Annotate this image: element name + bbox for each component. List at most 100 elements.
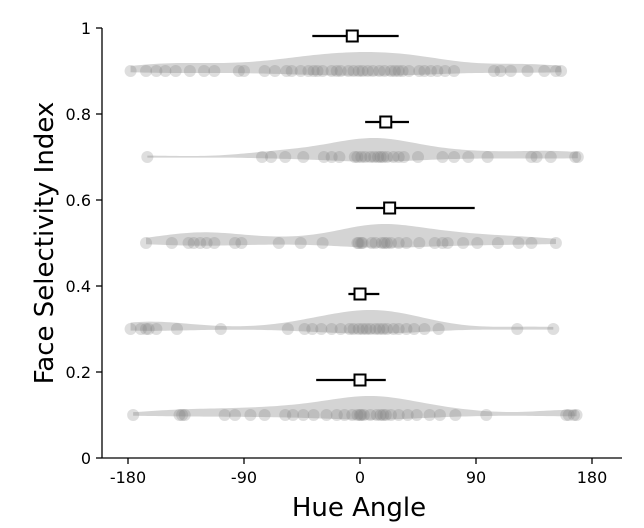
data-point — [198, 65, 211, 77]
x-tick-label: 90 — [466, 468, 486, 487]
data-point — [343, 323, 356, 335]
data-point — [449, 409, 462, 421]
data-point — [316, 237, 329, 249]
data-point — [504, 65, 517, 77]
mean-marker — [379, 115, 393, 129]
x-tick-label: 0 — [355, 468, 365, 487]
data-point — [124, 323, 137, 335]
data-point — [169, 65, 182, 77]
data-point — [571, 151, 584, 163]
data-point — [298, 323, 311, 335]
data-point — [238, 65, 250, 77]
data-point — [208, 65, 221, 77]
data-point — [347, 323, 360, 335]
data-point — [412, 151, 424, 163]
violin-shape — [130, 310, 554, 334]
data-point — [325, 65, 338, 77]
data-point — [530, 151, 543, 163]
data-point — [448, 151, 461, 163]
data-point — [317, 151, 330, 163]
data-point — [387, 151, 400, 163]
data-point — [165, 237, 178, 249]
data-point — [342, 65, 355, 77]
data-point — [392, 65, 405, 77]
data-point — [369, 237, 382, 249]
data-point — [330, 65, 343, 77]
violin-layer — [130, 52, 578, 420]
data-point — [302, 65, 315, 77]
data-point — [333, 151, 346, 163]
data-point — [384, 237, 397, 249]
data-point — [279, 151, 292, 163]
violin-shape — [146, 224, 556, 248]
y-tick-label: 0.2 — [66, 363, 91, 382]
data-point — [359, 151, 372, 163]
data-point — [408, 323, 421, 335]
data-point — [384, 65, 397, 77]
data-point — [418, 65, 431, 77]
data-point — [401, 409, 414, 421]
data-point — [134, 323, 147, 335]
data-point — [387, 323, 400, 335]
data-point — [200, 237, 213, 249]
data-point — [218, 409, 231, 421]
data-point — [439, 65, 452, 77]
data-point — [457, 237, 470, 249]
data-point — [364, 151, 377, 163]
data-point — [297, 151, 310, 163]
x-ticks: -180 -90 0 90 180 — [110, 458, 607, 487]
data-point — [400, 323, 413, 335]
data-point — [424, 65, 437, 77]
data-point — [244, 409, 257, 421]
data-point — [140, 237, 153, 249]
data-point — [330, 409, 343, 421]
data-point — [351, 151, 364, 163]
data-point — [448, 65, 461, 77]
data-point — [397, 151, 410, 163]
data-point — [547, 323, 560, 335]
data-point — [140, 65, 153, 77]
data-point — [366, 65, 379, 77]
data-point — [369, 323, 382, 335]
data-point — [281, 323, 294, 335]
data-point — [272, 237, 285, 249]
data-point — [355, 409, 368, 421]
data-point — [436, 237, 449, 249]
data-point — [431, 65, 444, 77]
data-point — [334, 323, 347, 335]
y-axis-title: Face Selectivity Index — [30, 102, 60, 385]
data-point — [351, 237, 364, 249]
mean-marker — [345, 29, 359, 43]
data-point — [307, 409, 320, 421]
violin-shape — [130, 52, 562, 76]
data-point — [570, 409, 583, 421]
data-point — [441, 237, 454, 249]
data-point — [194, 237, 207, 249]
data-point — [377, 151, 390, 163]
mean-marker — [353, 287, 367, 301]
data-point — [480, 409, 493, 421]
data-point — [374, 409, 387, 421]
data-point — [413, 237, 426, 249]
data-point — [315, 323, 328, 335]
data-point — [187, 237, 200, 249]
data-point — [549, 65, 562, 77]
data-point — [208, 237, 221, 249]
data-point — [491, 237, 504, 249]
y-tick-label: 0.6 — [66, 191, 91, 210]
data-point — [182, 237, 195, 249]
data-point — [258, 409, 271, 421]
data-point — [286, 409, 299, 421]
data-point — [352, 323, 365, 335]
data-point — [325, 151, 338, 163]
data-point — [150, 65, 163, 77]
data-point — [285, 65, 298, 77]
data-point — [306, 323, 319, 335]
data-point — [567, 409, 580, 421]
data-point — [462, 151, 475, 163]
data-point — [235, 237, 248, 249]
data-point — [355, 151, 368, 163]
data-point — [372, 151, 385, 163]
data-point — [494, 65, 507, 77]
